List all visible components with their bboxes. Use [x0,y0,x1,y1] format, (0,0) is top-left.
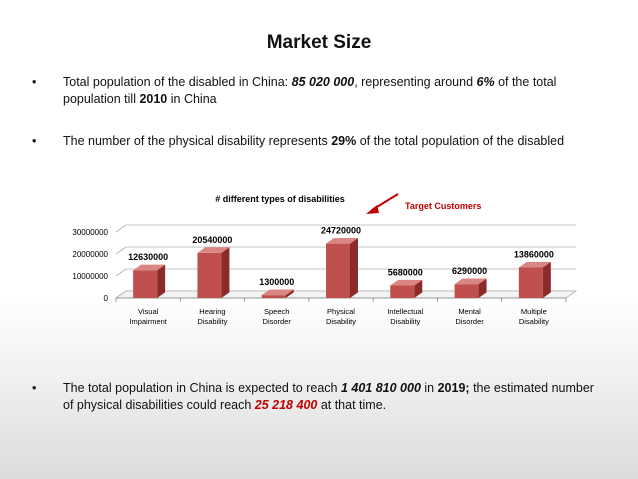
bar-side [221,247,230,298]
data-label: 13860000 [514,250,554,260]
bar [133,270,158,298]
grid-line-side [115,246,127,255]
bar [390,285,415,298]
x-tick-label: Physical [327,307,355,316]
y-tick-label: 20000000 [72,250,108,259]
bar [326,243,350,298]
bar-top [326,238,358,244]
chart-title: # different types of disabilities [215,194,345,204]
bar-top [133,264,166,271]
bar-side [414,279,423,298]
y-tick-label: 30000000 [72,228,108,237]
x-tick-label: Disorder [263,317,292,326]
bullet-dot: • [32,75,37,89]
grid-line-side [115,224,127,233]
bar [454,284,479,298]
bar-side [285,289,294,298]
y-tick-label: 0 [104,294,109,303]
bar-side [478,278,487,298]
x-tick-label: Disability [326,317,356,326]
x-tick-label: Speech [264,307,289,316]
x-tick-label: Intellectual [387,307,423,316]
bullet-text: Total population of the disabled in Chin… [63,75,557,106]
bar-side [157,264,166,298]
bullet-dot: • [32,381,37,395]
x-tick-label: Disability [390,317,420,326]
bar-top [454,278,487,285]
data-label: 5680000 [388,268,423,278]
x-tick-label: Visual [138,307,159,316]
x-tick-label: Multiple [521,307,547,316]
bullet-dot: • [32,134,37,148]
x-tick-label: Impairment [129,317,167,326]
bar-side [350,238,358,298]
x-tick-label: Disability [519,317,549,326]
data-label: 12630000 [128,252,168,262]
x-tick-label: Mental [458,307,481,316]
data-label: 20540000 [192,235,232,245]
bar [261,295,286,298]
bullet-text: The total population in China is expecte… [63,381,594,412]
target-arrow-head [366,205,379,214]
bar [518,267,543,298]
x-tick-label: Disorder [455,317,484,326]
bar-top [518,261,551,268]
grid-line-side [115,268,127,277]
y-tick-label: 10000000 [72,272,108,281]
target-customers-label: Target Customers [405,201,482,211]
data-label: 1300000 [259,277,294,287]
data-label: 24720000 [321,226,361,236]
bar [197,252,222,298]
slide-title: Market Size [266,32,372,53]
bar-top [261,289,294,296]
x-tick-label: Disability [197,317,227,326]
bar-side [542,261,551,298]
bar-top [197,247,230,253]
x-tick-label: Hearing [199,307,225,316]
bullet-text: The number of the physical disability re… [63,134,565,148]
data-label: 6290000 [452,266,487,276]
bar-top [390,279,423,286]
